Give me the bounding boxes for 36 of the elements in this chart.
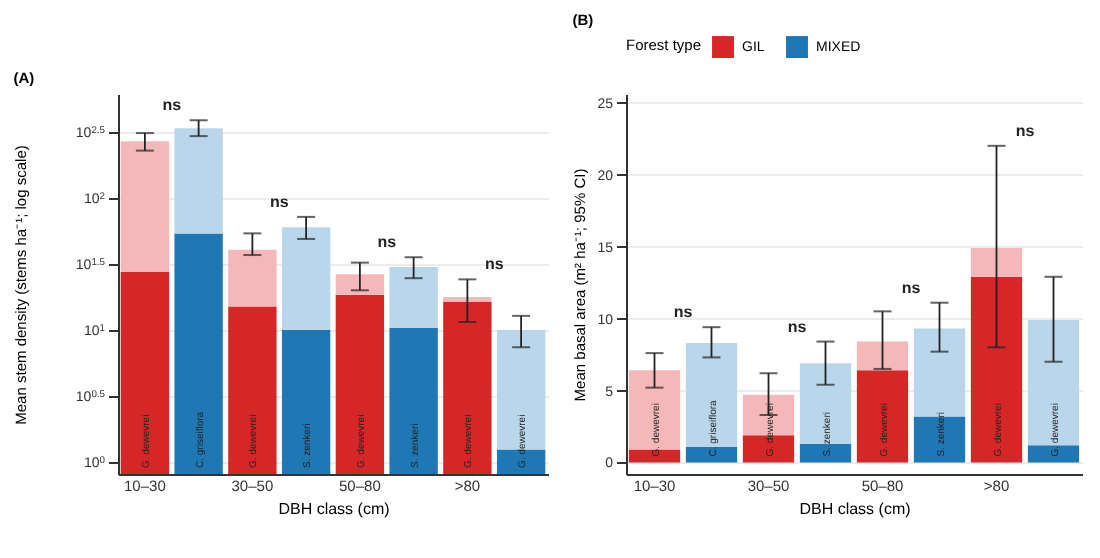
bar bbox=[685, 446, 738, 463]
bar bbox=[628, 370, 681, 450]
bar bbox=[335, 294, 385, 474]
x-axis-title: DBH class (cm) bbox=[799, 500, 912, 518]
bar bbox=[281, 330, 331, 474]
bar bbox=[228, 306, 277, 474]
bar bbox=[913, 416, 966, 463]
annotation: ns bbox=[377, 233, 398, 252]
bar bbox=[228, 249, 277, 307]
bar bbox=[1027, 445, 1080, 463]
bar bbox=[443, 296, 492, 303]
bar bbox=[389, 267, 438, 328]
annotation: ns bbox=[162, 96, 183, 115]
bar bbox=[970, 248, 1023, 277]
annotation: ns bbox=[673, 303, 694, 322]
bar bbox=[335, 274, 385, 295]
bar bbox=[174, 233, 223, 474]
annotation: ns bbox=[787, 317, 808, 336]
bar bbox=[856, 341, 909, 371]
bar bbox=[389, 327, 438, 474]
bar bbox=[799, 443, 852, 463]
bar bbox=[443, 302, 492, 474]
bar bbox=[685, 343, 738, 447]
bar bbox=[174, 128, 223, 234]
bar bbox=[970, 276, 1023, 463]
bar bbox=[856, 370, 909, 463]
bar bbox=[120, 272, 170, 474]
bar bbox=[281, 227, 331, 330]
x-axis-title: DBH class (cm) bbox=[278, 500, 391, 518]
bar bbox=[1027, 319, 1080, 446]
bar bbox=[799, 363, 852, 444]
annotation: ns bbox=[484, 255, 505, 274]
annotation: ns bbox=[1015, 121, 1036, 140]
annotation: ns bbox=[901, 278, 922, 297]
bar bbox=[120, 141, 170, 273]
annotation: ns bbox=[269, 192, 290, 211]
